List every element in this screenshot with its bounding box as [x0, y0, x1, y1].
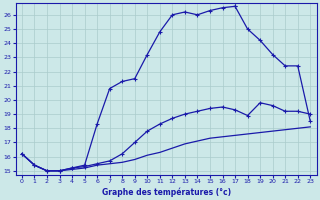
- X-axis label: Graphe des températures (°c): Graphe des températures (°c): [101, 187, 231, 197]
